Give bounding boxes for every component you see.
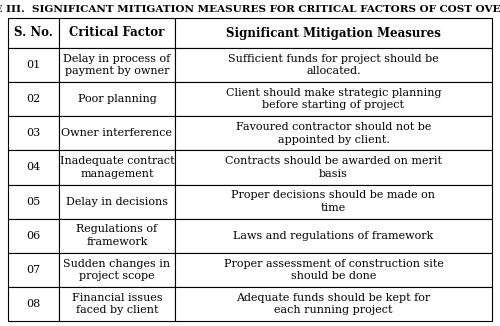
Text: Sufficient funds for project should be
allocated.: Sufficient funds for project should be a… [228, 54, 439, 76]
Bar [175, 287, 492, 321]
Bar [8, 82, 59, 116]
Text: Financial issues
faced by client: Financial issues faced by client [72, 293, 162, 315]
Text: Favoured contractor should not be
appointed by client.: Favoured contractor should not be appoin… [236, 122, 431, 144]
Text: 04: 04 [26, 162, 40, 172]
Text: Significant Mitigation Measures: Significant Mitigation Measures [226, 26, 441, 39]
Bar [8, 150, 59, 185]
Text: Proper decisions should be made on
time: Proper decisions should be made on time [232, 190, 436, 213]
Text: 03: 03 [26, 128, 40, 138]
Text: S. No.: S. No. [14, 26, 53, 39]
Bar [59, 48, 175, 82]
Text: Delay in process of
payment by owner: Delay in process of payment by owner [64, 54, 170, 76]
Text: Laws and regulations of framework: Laws and regulations of framework [234, 231, 434, 241]
Bar [175, 48, 492, 82]
Bar [175, 150, 492, 185]
Bar [175, 116, 492, 150]
Bar [8, 219, 59, 253]
Text: Poor planning: Poor planning [78, 94, 156, 104]
Bar [8, 185, 59, 219]
Bar [175, 185, 492, 219]
Text: 07: 07 [26, 265, 40, 275]
Text: Inadequate contract
management: Inadequate contract management [60, 156, 174, 179]
Text: TABLE III.  SIGNIFICANT MITIGATION MEASURES FOR CRITICAL FACTORS OF COST OVERRUN: TABLE III. SIGNIFICANT MITIGATION MEASUR… [0, 5, 500, 13]
Text: Delay in decisions: Delay in decisions [66, 197, 168, 207]
Text: Regulations of
framework: Regulations of framework [76, 225, 158, 247]
Text: Adequate funds should be kept for
each running project: Adequate funds should be kept for each r… [236, 293, 430, 315]
Bar [8, 116, 59, 150]
Text: 01: 01 [26, 60, 40, 70]
Text: 05: 05 [26, 197, 40, 207]
Bar [59, 116, 175, 150]
Bar [59, 287, 175, 321]
Bar [59, 150, 175, 185]
Bar [8, 18, 59, 48]
Bar [8, 287, 59, 321]
Bar [175, 253, 492, 287]
Bar [175, 18, 492, 48]
Bar [8, 48, 59, 82]
Text: Proper assessment of construction site
should be done: Proper assessment of construction site s… [224, 259, 444, 281]
Text: 08: 08 [26, 299, 40, 309]
Bar [175, 82, 492, 116]
Text: 02: 02 [26, 94, 40, 104]
Text: Sudden changes in
project scope: Sudden changes in project scope [64, 259, 170, 281]
Text: Contracts should be awarded on merit
basis: Contracts should be awarded on merit bas… [225, 156, 442, 179]
Text: 06: 06 [26, 231, 40, 241]
Text: Owner interference: Owner interference [62, 128, 172, 138]
Bar [8, 253, 59, 287]
Bar [175, 219, 492, 253]
Bar [59, 18, 175, 48]
Bar [59, 185, 175, 219]
Text: Client should make strategic planning
before starting of project: Client should make strategic planning be… [226, 88, 441, 111]
Bar [59, 82, 175, 116]
Text: Critical Factor: Critical Factor [69, 26, 164, 39]
Bar [59, 219, 175, 253]
Bar [59, 253, 175, 287]
